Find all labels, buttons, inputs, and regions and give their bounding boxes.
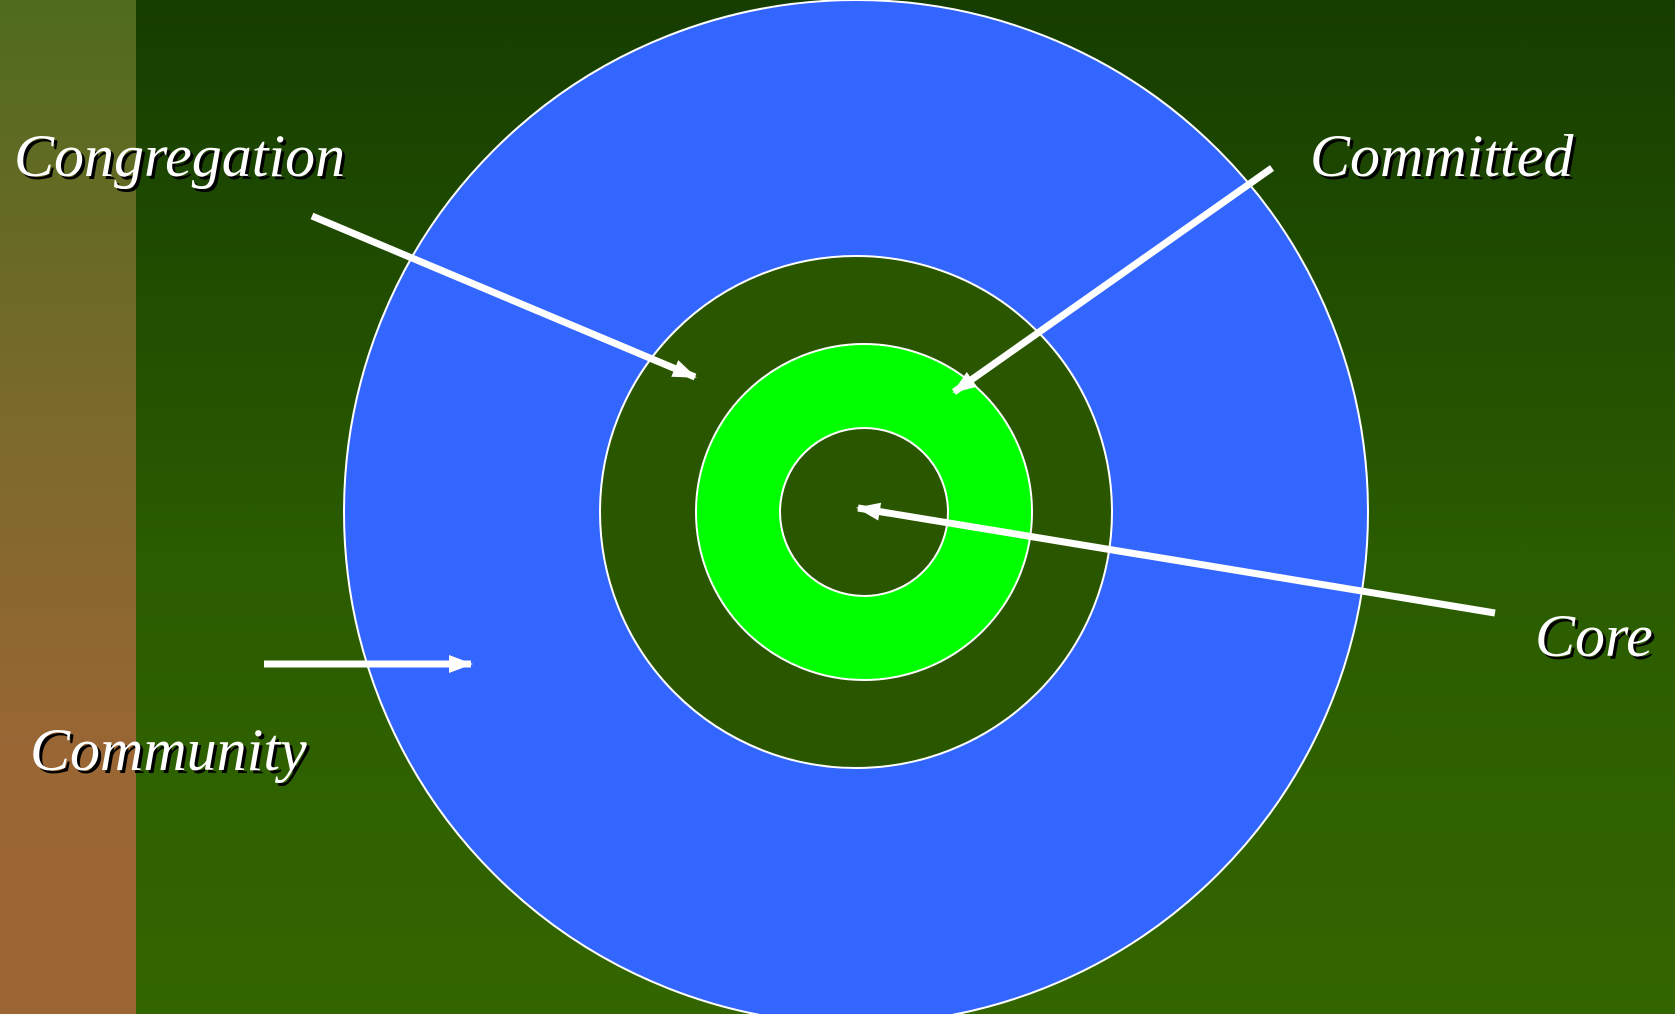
congregation-arrow [310,212,697,381]
core-arrow [856,502,1496,617]
community-label: Community [30,717,307,783]
core-label: Core [1535,603,1653,669]
side-accent-bar [0,0,136,1014]
committed-label: Committed [1310,123,1574,189]
committed-arrow [951,165,1275,395]
congregation-label: Congregation [14,123,346,189]
